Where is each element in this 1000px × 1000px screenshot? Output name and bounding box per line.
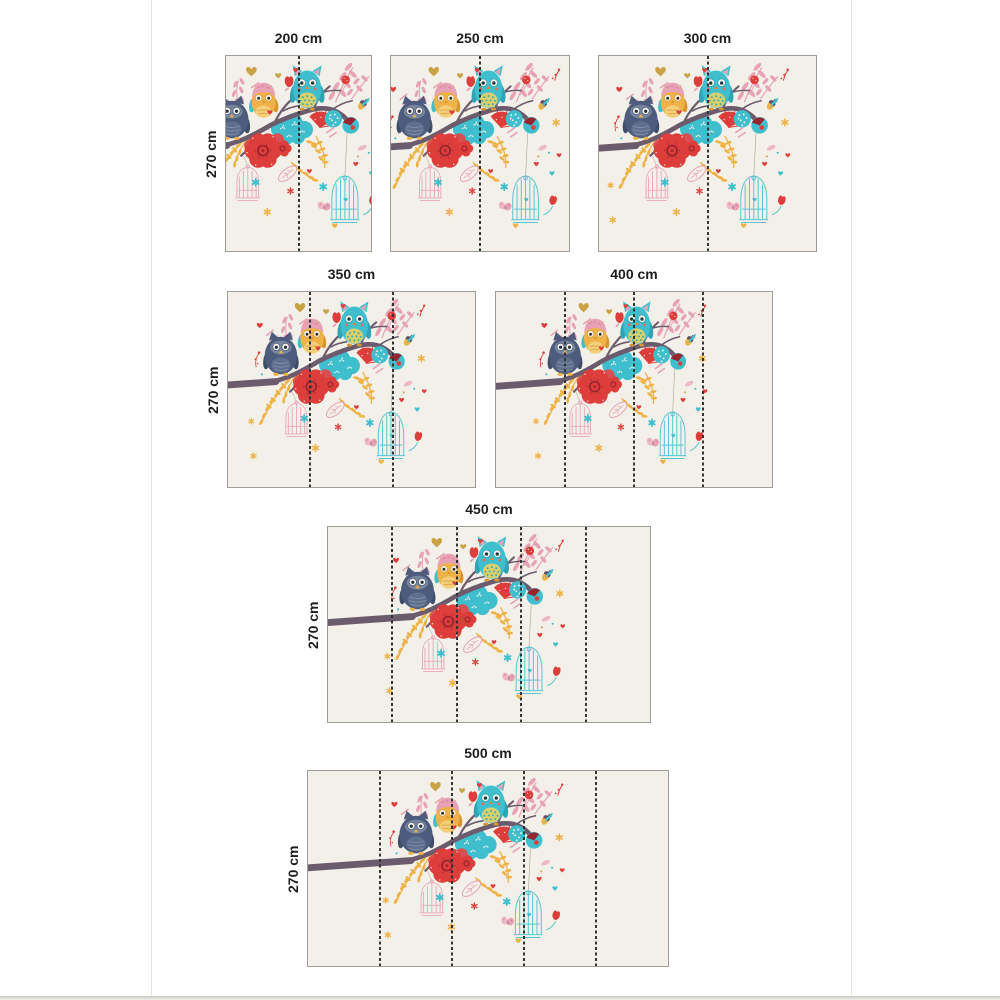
seam-line	[479, 56, 481, 251]
mural-panel-300cm	[598, 55, 817, 252]
width-label-200cm: 200 cm	[274, 30, 323, 46]
width-label-300cm: 300 cm	[683, 30, 732, 46]
seam-line	[564, 292, 566, 487]
seam-line	[455, 527, 458, 722]
seam-line	[379, 771, 381, 966]
width-label-350cm: 350 cm	[327, 266, 376, 282]
seam-line	[297, 56, 300, 251]
seam-line	[595, 771, 597, 966]
seam-line	[391, 527, 394, 722]
width-label-400cm: 400 cm	[610, 266, 658, 282]
mural-panel-350cm	[227, 291, 476, 488]
height-label-row-3: 270 cm	[305, 601, 321, 649]
seam-line	[523, 771, 525, 966]
photo-edge-left	[151, 0, 152, 996]
mural-panel-400cm	[495, 291, 773, 488]
seam-line	[309, 292, 312, 487]
seam-line	[702, 292, 704, 487]
seam-line	[451, 771, 453, 966]
width-label-500cm: 500 cm	[464, 745, 512, 761]
width-label-250cm: 250 cm	[456, 30, 504, 46]
mural-artwork-500cm	[308, 771, 668, 966]
height-label-row-1: 270 cm	[203, 130, 219, 178]
seam-line	[584, 527, 587, 722]
mural-artwork-350cm	[228, 292, 475, 487]
height-label-row-4: 270 cm	[285, 845, 301, 893]
seam-line	[391, 292, 394, 487]
mural-panel-250cm	[390, 55, 570, 252]
seam-line	[633, 292, 635, 487]
seam-line	[706, 56, 709, 251]
photo-edge-bottom	[0, 996, 1000, 1000]
height-label-row-2: 270 cm	[205, 366, 221, 414]
width-label-450cm: 450 cm	[465, 501, 513, 517]
mural-artwork-450cm	[328, 527, 650, 722]
seam-line	[520, 527, 523, 722]
mural-panel-500cm	[307, 770, 669, 967]
photo-edge-right	[851, 0, 852, 996]
mural-panel-450cm	[327, 526, 651, 723]
mural-panel-200cm	[225, 55, 372, 252]
